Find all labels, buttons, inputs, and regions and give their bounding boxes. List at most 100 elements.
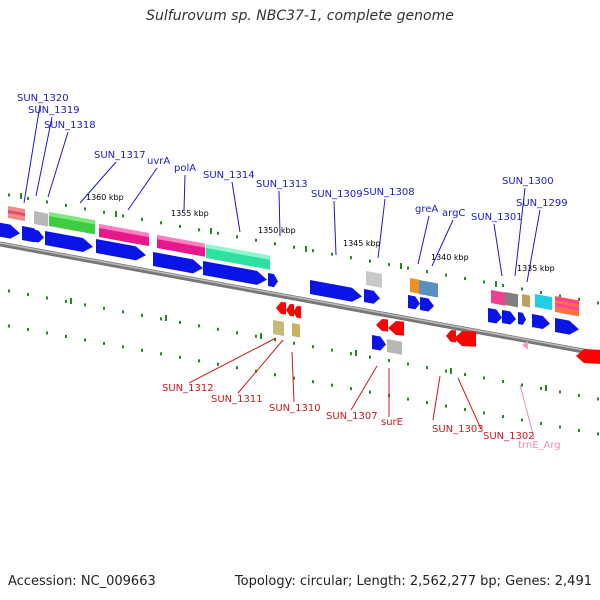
- track-dot: [426, 366, 428, 370]
- forward-label-connector: [127, 167, 158, 211]
- track-dot: [236, 366, 238, 370]
- track-dot: [103, 306, 105, 310]
- track-dot: [369, 390, 371, 394]
- track-dot: [84, 207, 86, 211]
- reverse-gene-label: SUN_1310: [269, 403, 321, 414]
- scale-tick-label: 1350 kbp: [258, 226, 296, 235]
- track-dot: [407, 397, 409, 401]
- track-dot: [274, 338, 276, 342]
- domain-block: [34, 211, 48, 227]
- forward-gene-arrow: [532, 314, 550, 329]
- track-dot: [198, 324, 200, 328]
- forward-gene-label: SUN_1299: [516, 198, 568, 209]
- forward-gene-label: SUN_1320: [17, 93, 69, 104]
- domain-block: [366, 271, 382, 288]
- label-connectors: [23, 104, 541, 439]
- forward-gene-label: SUN_1301: [471, 212, 523, 223]
- forward-label-connector: [47, 131, 69, 198]
- track-dot: [426, 401, 428, 405]
- track-dot: [255, 238, 257, 242]
- forward-gene-label: uvrA: [147, 156, 170, 167]
- forward-gene-arrow: [420, 297, 434, 312]
- domain-block: [505, 292, 518, 308]
- track-dot: [540, 386, 542, 390]
- backbone: [0, 241, 600, 357]
- track-dot: [331, 383, 333, 387]
- forward-gene-label: SUN_1309: [311, 189, 363, 200]
- track-dot: [46, 331, 48, 335]
- domain-block: [555, 297, 579, 305]
- scale-ticks: 1360 kbp 1355 kbp 1350 kbp 1345 kbp 1340 kbp…: [86, 193, 555, 273]
- track-tick: [260, 333, 262, 339]
- reverse-gene-arrow: [388, 321, 404, 336]
- reverse-label-connector: [432, 375, 441, 421]
- track-dot: [331, 252, 333, 256]
- track-dot: [236, 235, 238, 239]
- scale-tick-label: 1345 kbp: [343, 239, 381, 248]
- domain-track: [8, 206, 579, 355]
- reverse-label-connector: [350, 365, 378, 411]
- forward-gene-arrow: [310, 280, 362, 302]
- track-dot: [27, 327, 29, 331]
- track-dot: [369, 259, 371, 263]
- reverse-label-connector: [291, 351, 295, 403]
- track-dot: [179, 320, 181, 324]
- track-tick: [165, 315, 167, 321]
- track-dot: [350, 387, 352, 391]
- reverse-gene-arrow: [454, 331, 476, 347]
- track-dot: [8, 193, 10, 197]
- reverse-gene-arrow: [446, 330, 456, 343]
- track-tick: [450, 368, 452, 374]
- forward-gene-arrow: [268, 273, 278, 288]
- forward-label-connector: [493, 223, 503, 277]
- track-dot: [179, 355, 181, 359]
- scale-tick-label: 1335 kbp: [517, 264, 555, 273]
- forward-gene-arrow: [518, 312, 526, 325]
- track-dot: [521, 383, 523, 387]
- track-dot: [8, 324, 10, 328]
- track-dot: [160, 221, 162, 225]
- reverse-gene-label: SUN_1311: [211, 394, 263, 405]
- track-dot: [559, 294, 561, 298]
- track-dot: [293, 376, 295, 380]
- track-dot: [293, 245, 295, 249]
- reverse-label-connector: [188, 337, 277, 384]
- track-dot: [65, 203, 67, 207]
- reverse-gene-label: SUN_1312: [162, 383, 214, 394]
- domain-block: [157, 235, 205, 248]
- forward-gene-arrow: [555, 318, 579, 335]
- track-dot: [160, 317, 162, 321]
- reverse-gene-arrow: [376, 319, 388, 332]
- forward-gene-arrow: [30, 229, 44, 243]
- forward-gene-label: SUN_1317: [94, 150, 146, 161]
- track-dot: [103, 341, 105, 345]
- track-dot: [103, 210, 105, 214]
- forward-label-connector: [514, 187, 526, 277]
- track-dot: [65, 299, 67, 303]
- track-dot: [46, 296, 48, 300]
- track-dot: [578, 428, 580, 432]
- track-dot: [312, 345, 314, 349]
- domain-block: [387, 339, 402, 355]
- track-dot: [597, 301, 599, 305]
- track-tick: [20, 193, 22, 199]
- track-dot: [84, 303, 86, 307]
- domain-block: [555, 303, 579, 311]
- track-dot: [521, 418, 523, 422]
- reverse-gene-label: surE: [381, 417, 403, 428]
- gene-arrows: [0, 222, 600, 364]
- track-dot: [464, 408, 466, 412]
- map-title: Sulfurovum sp. NBC37-1, complete genome: [146, 8, 454, 24]
- forward-label-connector: [79, 161, 117, 204]
- track-dot: [369, 355, 371, 359]
- track-dot: [217, 231, 219, 235]
- track-tick: [545, 385, 547, 391]
- domain-block: [273, 320, 284, 337]
- reverse-gene-arrow: [286, 304, 294, 317]
- forward-gene-arrow: [45, 231, 93, 252]
- forward-label-connector: [377, 198, 386, 259]
- reverse-gene-arrow: [576, 349, 600, 364]
- track-dot: [198, 359, 200, 363]
- domain-block: [99, 224, 149, 238]
